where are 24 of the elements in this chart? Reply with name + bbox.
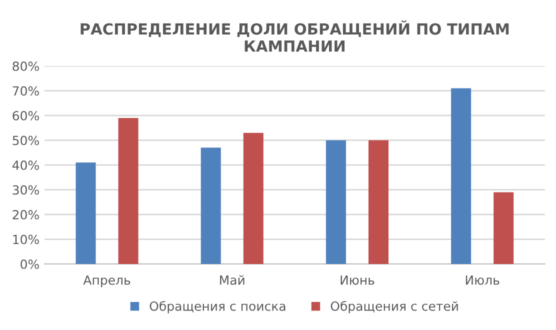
y-tick-label: 10%	[13, 234, 39, 244]
legend-label: Обращения с сетей	[330, 300, 458, 314]
bar	[200, 148, 221, 264]
bar	[243, 132, 264, 264]
bar	[494, 192, 514, 264]
x-tick-label: Июнь	[340, 275, 374, 285]
y-tick-label: 70%	[12, 86, 39, 96]
y-tick-label: 80%	[12, 61, 39, 71]
x-tick-label: Апрель	[83, 275, 130, 288]
bar	[368, 140, 389, 264]
legend-label: Обращения с поиска	[150, 300, 286, 314]
bar	[76, 162, 96, 264]
bar	[118, 118, 138, 264]
x-tick-label: Май	[220, 275, 244, 285]
y-tick-label: 0%	[20, 259, 39, 269]
bar	[451, 88, 472, 264]
y-tick-label: 20%	[12, 210, 39, 220]
bar	[326, 140, 346, 264]
chart-title: РАСПРЕДЕЛЕНИЕ ДОЛИ ОБРАЩЕНИЙ ПО ТИПАМ КАМПАНИИ	[80, 20, 509, 52]
y-tick-label: 50%	[12, 136, 39, 146]
y-tick-label: 40%	[12, 160, 39, 170]
y-tick-label: 60%	[12, 110, 39, 120]
y-tick-label: 30%	[12, 185, 39, 195]
x-tick-label: Июль	[466, 275, 500, 285]
